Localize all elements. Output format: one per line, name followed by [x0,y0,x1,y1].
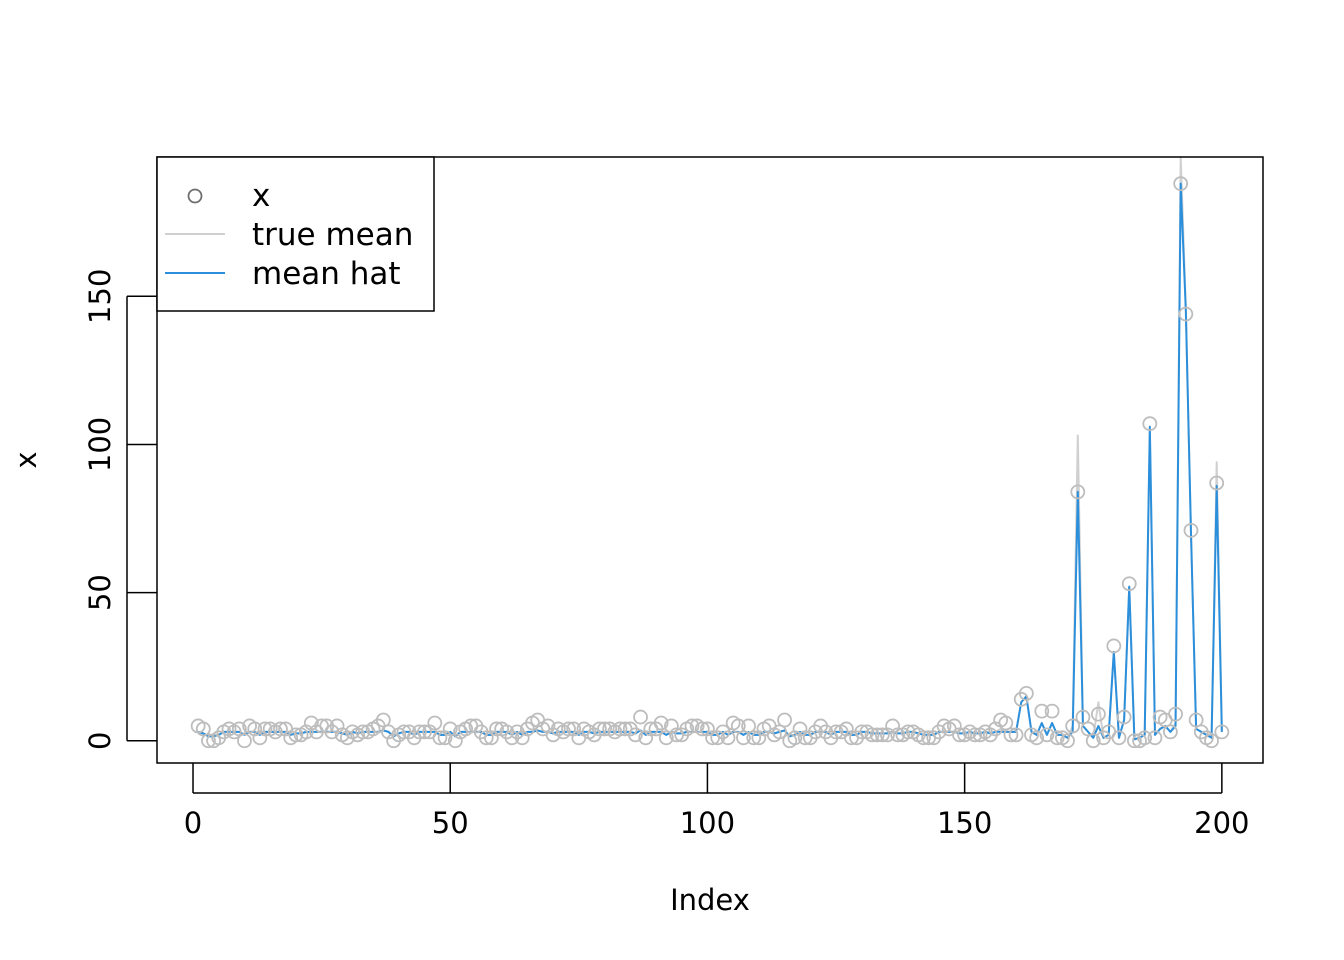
data-point [1075,709,1091,725]
data-point [777,712,792,728]
data-point [1183,522,1199,538]
data-point [201,733,216,749]
x-tick-label: 100 [680,806,735,840]
data-point [273,721,288,737]
legend-x-marker [187,188,203,204]
data-point [1034,703,1050,719]
data-point [427,715,443,731]
x-tick-label: 150 [937,806,992,840]
data-point [828,724,844,740]
data-point [684,718,700,734]
data-point [1173,176,1189,192]
data-point [1204,733,1219,749]
data-point [1003,727,1019,743]
data-point [592,721,607,737]
data-point [998,715,1014,731]
data-point [432,730,448,746]
y-tick-label: 150 [83,269,117,324]
data-point [1044,703,1060,719]
data-point [375,712,391,728]
data-point [355,724,371,740]
data-point [1209,475,1225,491]
data-point [1085,733,1101,749]
y-tick-label: 0 [83,732,117,750]
data-point [952,727,967,743]
data-point [1049,730,1065,746]
data-point [967,727,983,743]
data-point [900,724,916,740]
y-tick-label: 50 [83,574,117,611]
data-point [1214,724,1230,740]
data-point [195,721,211,737]
data-point [1168,706,1183,722]
legend-true-mean-label: true mean [252,217,413,253]
data-point [658,730,674,746]
data-point [869,727,885,743]
data-point [411,724,427,740]
data-point [1070,484,1086,500]
x-tick-label: 50 [432,806,469,840]
data-point [231,721,247,737]
data-point [916,730,931,746]
data-point [736,730,751,746]
data-point [1008,727,1024,743]
legend-mean-hat-label: mean hat [252,256,401,292]
data-point [874,727,890,743]
data-point [561,721,576,737]
data-point [694,721,710,737]
data-point [633,709,648,725]
data-point [612,721,628,737]
data-point [628,727,643,743]
data-point [1018,685,1034,701]
legend-x-label: x [252,178,270,214]
data-point [1163,724,1178,740]
data-point [417,724,432,740]
data-point [1121,576,1137,592]
data-point [746,730,762,746]
data-point [1039,727,1055,743]
data-point [1106,638,1122,654]
data-point [288,727,304,743]
x-tick-label: 200 [1194,806,1249,840]
data-point [597,721,612,737]
axes: 0 50 100 150 200 0 50 100 150 [83,269,1250,840]
data-point [653,715,669,731]
data-point [1060,733,1075,749]
data-point [1029,730,1045,746]
series-points [190,176,1230,749]
data-point [1065,718,1081,734]
data-point [1127,733,1142,749]
data-point [1147,730,1163,746]
x-axis-label: Index [670,883,750,917]
data-point [1142,416,1158,432]
data-point [1080,721,1096,737]
data-point [237,733,252,749]
data-point [890,727,906,743]
data-point [1116,709,1132,725]
data-point [1111,730,1127,746]
data-point [442,721,458,737]
data-point [741,718,756,734]
legend: x true mean mean hat [156,156,435,312]
data-point [1178,306,1194,322]
y-tick-label: 100 [83,417,117,472]
x-tick-label: 0 [184,806,202,840]
data-point [1188,712,1204,728]
data-point [489,721,504,737]
data-point [864,727,880,743]
data-point [1090,706,1106,722]
data-point [720,730,736,746]
y-axis-label: x [9,451,43,468]
data-point [1137,730,1153,746]
data-point [478,730,494,746]
data-point [730,718,746,734]
plot-frame [156,156,1264,764]
data-point [257,721,273,737]
data-point [772,724,787,740]
data-point [854,724,870,740]
